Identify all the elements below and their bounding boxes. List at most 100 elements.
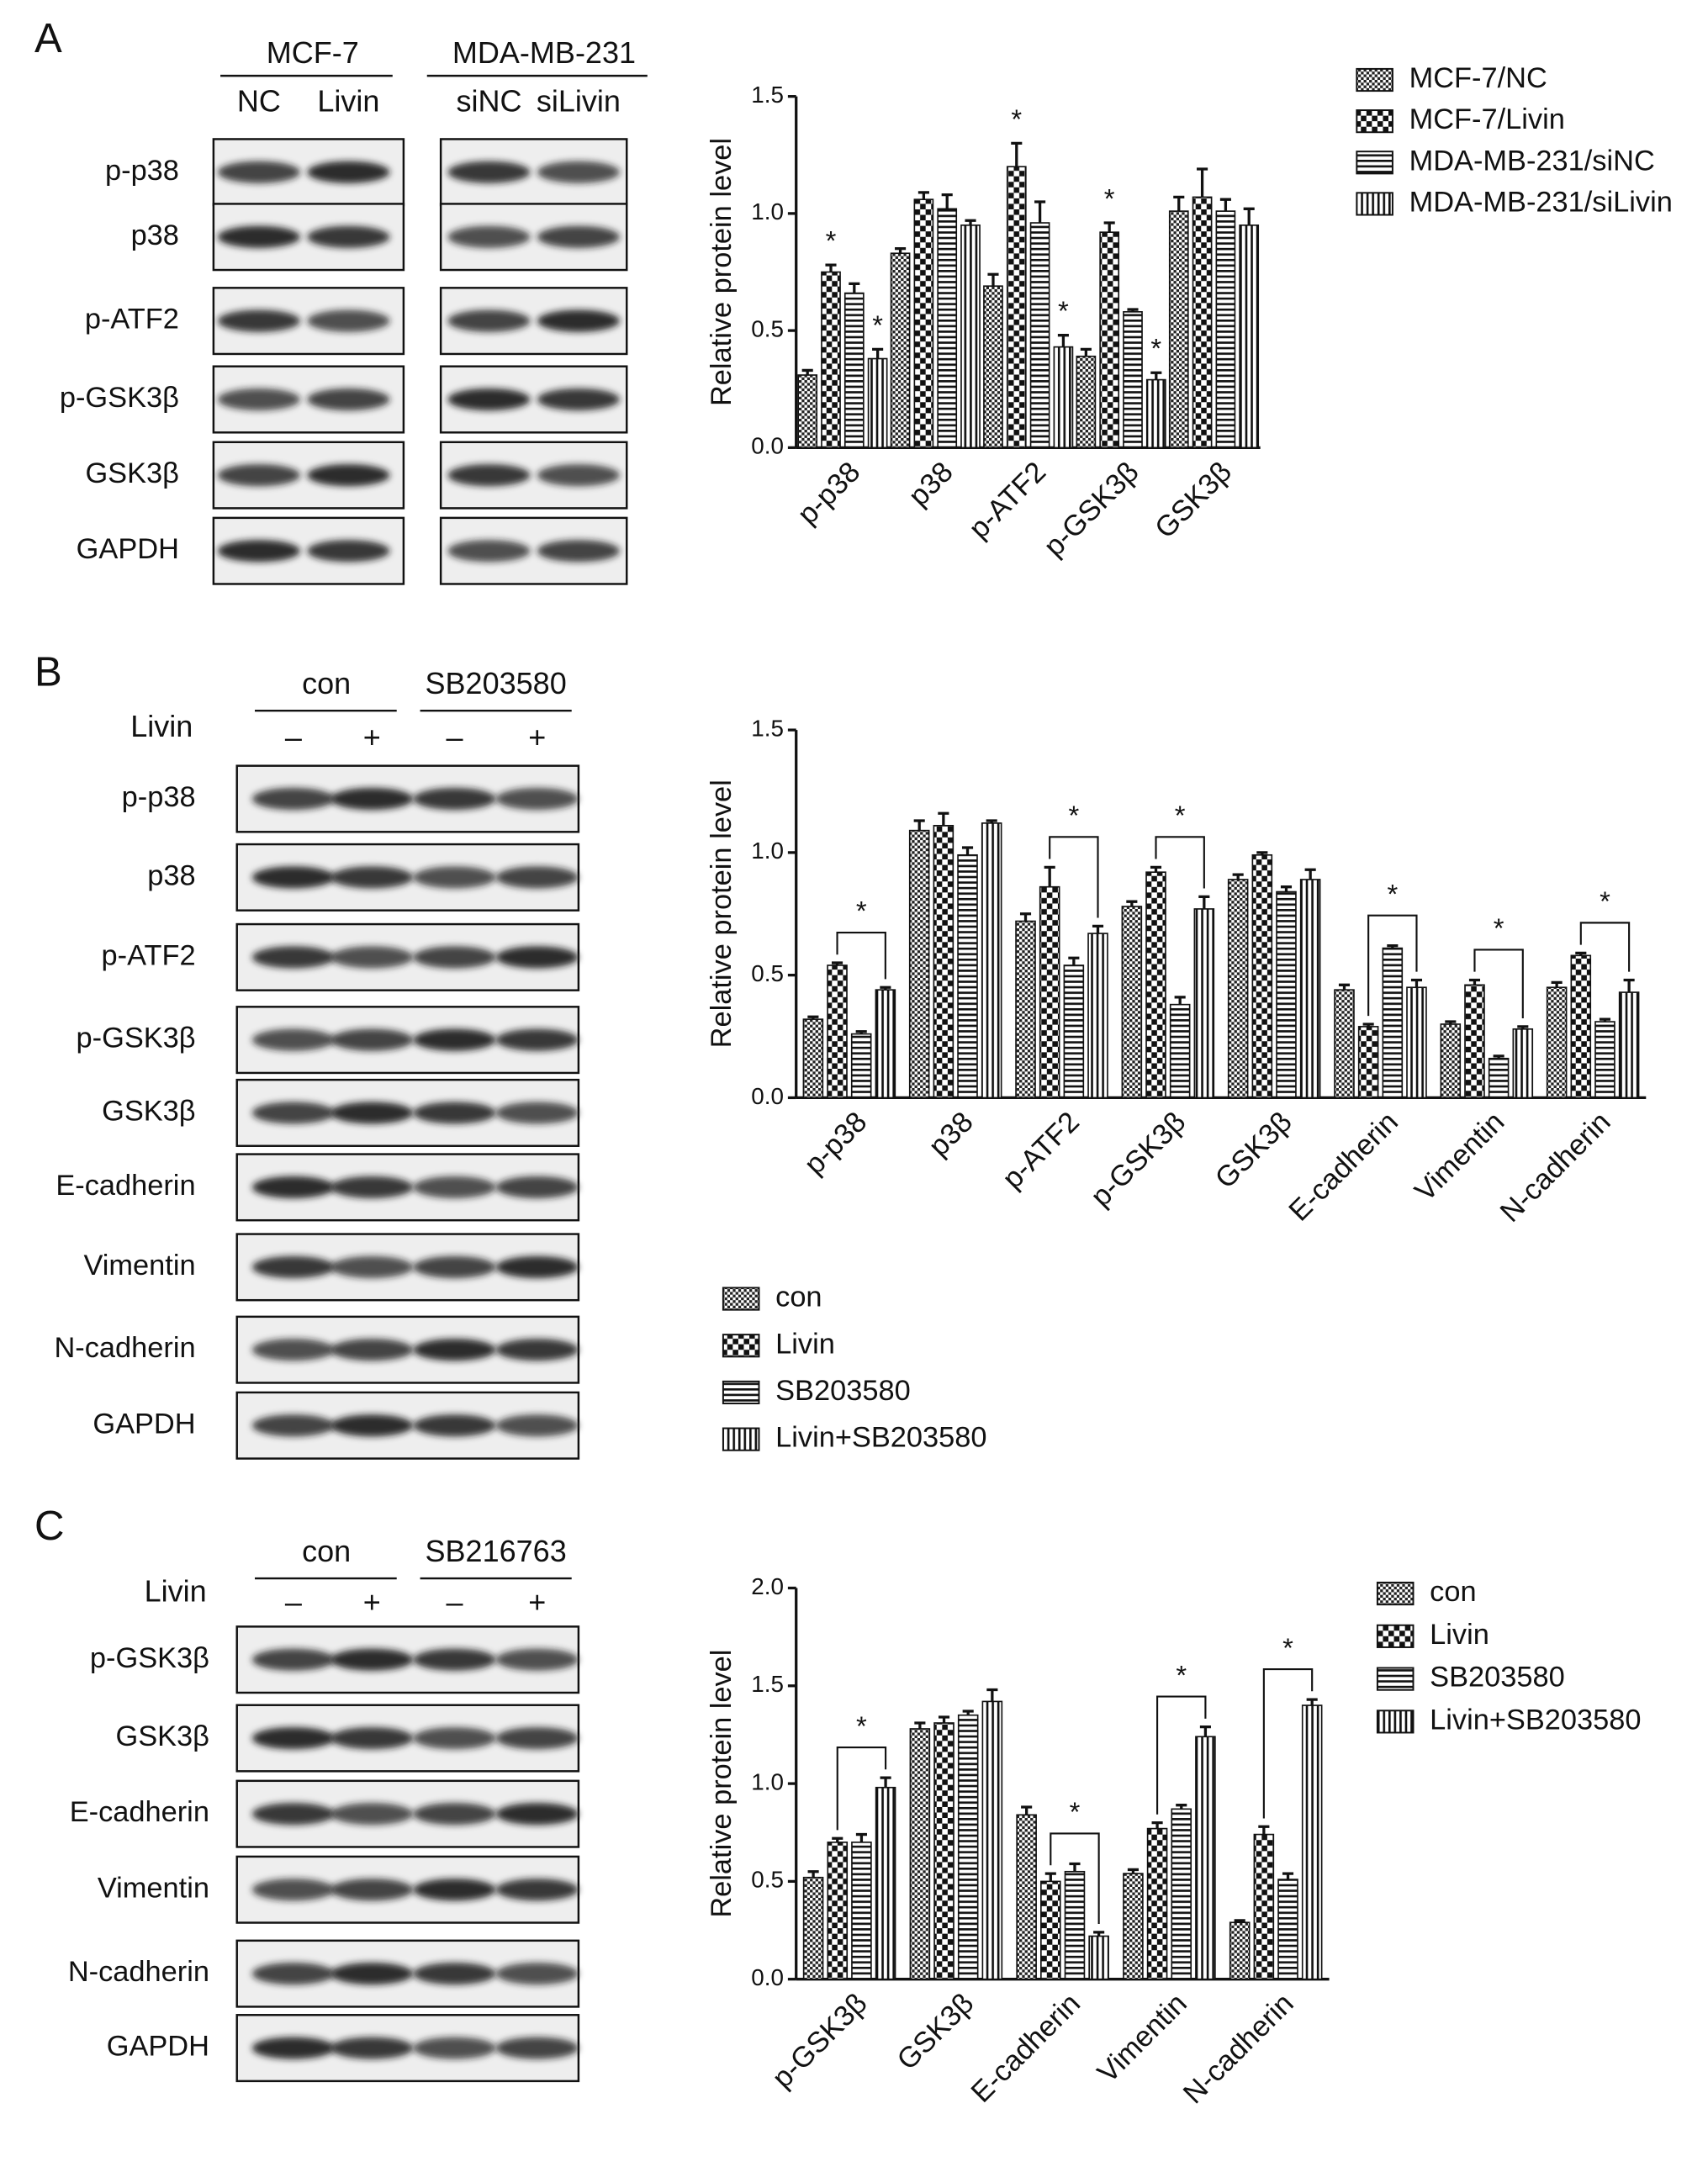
bar (1087, 933, 1108, 1099)
legend-label: MCF-7/Livin (1409, 103, 1565, 135)
legend-label: MCF-7/NC (1409, 62, 1547, 94)
blot-band (251, 1726, 336, 1750)
bar (875, 1786, 896, 1980)
bar (851, 1842, 872, 1980)
error-bar (1197, 167, 1208, 198)
lane-label: – (446, 720, 463, 754)
error-bar (1232, 873, 1244, 880)
blot-band (413, 1102, 496, 1124)
legend-label: SB203580 (1430, 1662, 1565, 1694)
bar (1169, 1003, 1191, 1099)
blot-band (495, 1414, 579, 1437)
x-tick-label: p-p38 (791, 456, 866, 531)
blot-band (251, 1803, 336, 1826)
y-tick-label: 1.0 (751, 838, 784, 864)
error-bar (1021, 1805, 1033, 1815)
y-tick-label: 1.0 (751, 198, 784, 225)
blot-row-label: p-GSK3β (77, 1023, 196, 1054)
blot-band (330, 2037, 414, 2059)
error-bar (1093, 1931, 1105, 1937)
bar (1440, 1023, 1462, 1099)
bar (981, 1700, 1003, 1980)
lane-label: + (363, 1585, 381, 1620)
significance-star: * (1387, 878, 1398, 909)
blot-row-label: N-cadherin (68, 1956, 209, 1988)
bar (1053, 346, 1074, 449)
bar (1594, 1021, 1615, 1099)
blot-band (447, 309, 531, 332)
error-bar (1445, 1020, 1457, 1024)
blot-band (413, 787, 496, 811)
error-bar (1551, 980, 1563, 988)
error-bar (986, 1688, 998, 1702)
blot-band (413, 866, 496, 889)
error-bar (1127, 308, 1139, 312)
blot-band (251, 2037, 336, 2059)
error-bar (1173, 195, 1185, 212)
bar (909, 1728, 931, 1980)
blot-band (251, 1176, 336, 1198)
error-bar (1243, 207, 1255, 225)
blot-band (217, 540, 301, 563)
y-tick-label: 0.5 (751, 315, 784, 341)
bar (1040, 1880, 1061, 1980)
blot-band (495, 1028, 579, 1051)
bar (843, 292, 865, 449)
y-tick-label: 0.0 (751, 433, 784, 459)
blot-band (330, 1028, 414, 1051)
y-tick-label: 1.5 (751, 82, 784, 108)
significance-star: * (1068, 800, 1079, 831)
blot-band (495, 787, 579, 811)
y-tick-label: 0.0 (751, 1083, 784, 1109)
bar (1016, 1814, 1037, 1980)
bar (1334, 989, 1355, 1099)
blot-row-label: p-GSK3β (90, 1642, 209, 1674)
blot-row-label: p38 (147, 859, 195, 891)
bar (1171, 1808, 1192, 1980)
blot-row-label: E-cadherin (56, 1170, 195, 1202)
blot-row-label: p-GSK3β (60, 382, 179, 414)
error-bar (1044, 1872, 1056, 1882)
blot-band (495, 1879, 579, 1901)
legend-label: MDA-MB-231/siLivin (1409, 187, 1673, 219)
bar (1123, 1873, 1144, 1980)
significance-bracket (836, 931, 886, 980)
blot-band (330, 1339, 414, 1361)
bar (933, 1722, 954, 1980)
legend-swatch (1356, 192, 1393, 216)
x-tick-label: p-GSK3β (1085, 1106, 1192, 1213)
blot-row-label: Vimentin (83, 1250, 195, 1282)
legend-swatch (1376, 1624, 1415, 1648)
error-bar (1304, 868, 1316, 880)
significance-star: * (1070, 1796, 1081, 1827)
bar (937, 208, 958, 449)
error-bar (1280, 885, 1293, 892)
error-bar (1493, 1054, 1504, 1059)
blot-band (413, 1726, 496, 1750)
y-tick-label: 0.5 (751, 960, 784, 986)
blot-band (330, 787, 414, 811)
group-label: MDA-MB-231 (452, 35, 636, 70)
error-bar (986, 819, 997, 823)
error-bar (1338, 983, 1351, 991)
x-tick-label: E-cadherin (965, 1987, 1087, 2108)
bar (1039, 885, 1060, 1099)
error-bar (1150, 371, 1162, 380)
blot-band (251, 1879, 336, 1901)
error-bar (1234, 1919, 1245, 1923)
error-bar (1069, 1862, 1081, 1872)
blot-row-label: p-p38 (122, 781, 196, 813)
blot-band (307, 309, 390, 332)
blot-band (537, 225, 621, 248)
blot-band (413, 1414, 496, 1437)
x-tick-label: p38 (902, 456, 959, 512)
blot-band (251, 1255, 336, 1278)
blot-band (495, 1726, 579, 1750)
blot-band (495, 1102, 579, 1124)
blot-band (413, 2037, 496, 2059)
error-bar (938, 1715, 950, 1723)
legend-label: SB203580 (775, 1375, 911, 1407)
bar (875, 989, 896, 1099)
bar (1229, 1921, 1251, 1980)
x-tick-label: GSK3β (891, 1987, 981, 2076)
